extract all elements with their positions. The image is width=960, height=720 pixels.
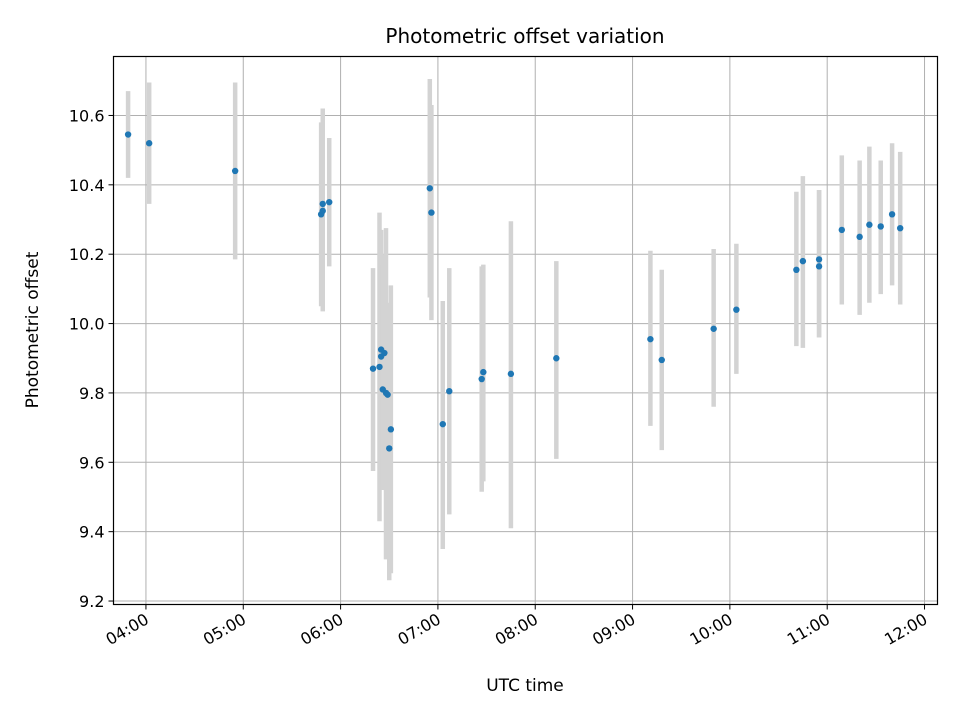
data-point xyxy=(815,263,823,270)
data-point xyxy=(428,209,435,216)
data-point xyxy=(124,131,132,138)
data-point xyxy=(553,355,560,362)
data-point xyxy=(319,207,326,215)
data-point xyxy=(896,224,904,232)
data-points xyxy=(124,131,904,452)
data-point xyxy=(426,185,433,192)
data-point xyxy=(384,391,391,398)
data-point xyxy=(478,375,485,383)
data-point xyxy=(319,200,326,208)
y-tick-label: 10.0 xyxy=(69,315,105,334)
y-tick-label: 10.6 xyxy=(69,106,105,125)
y-tick-label: 9.8 xyxy=(79,384,104,403)
data-point xyxy=(647,335,654,343)
data-point xyxy=(710,325,717,332)
plot-frame xyxy=(112,55,939,606)
chart-title: Photometric offset variation xyxy=(385,24,664,48)
data-point xyxy=(733,306,740,313)
y-tick-label: 9.6 xyxy=(79,453,104,472)
data-point xyxy=(838,226,845,234)
data-point xyxy=(376,363,383,371)
y-tick-label: 10.4 xyxy=(69,176,105,195)
data-point xyxy=(888,211,896,218)
data-point xyxy=(326,198,333,206)
data-point xyxy=(793,266,800,274)
y-tick-label: 9.4 xyxy=(79,523,104,542)
y-tick-label: 9.2 xyxy=(79,592,104,611)
y-tick-label: 10.2 xyxy=(69,245,105,264)
x-axis-label: UTC time xyxy=(486,676,564,696)
data-point xyxy=(866,221,873,228)
data-point xyxy=(439,420,446,428)
data-point xyxy=(877,223,884,230)
data-point xyxy=(387,426,395,433)
data-point xyxy=(446,387,453,395)
data-point xyxy=(815,256,823,263)
data-point xyxy=(658,356,665,364)
y-axis-label: Photometric offset xyxy=(23,251,43,408)
data-point xyxy=(856,233,863,241)
data-point xyxy=(145,140,153,147)
data-point xyxy=(231,167,239,175)
data-point xyxy=(381,349,388,357)
data-point xyxy=(507,370,515,378)
y-axis: 9.2 9.4 9.6 9.8 10.0 10.2 10.4 10.6 xyxy=(69,106,114,611)
grid xyxy=(113,56,938,605)
data-point xyxy=(799,257,807,265)
data-point xyxy=(369,365,377,372)
data-point xyxy=(386,445,393,452)
data-point xyxy=(480,368,487,376)
